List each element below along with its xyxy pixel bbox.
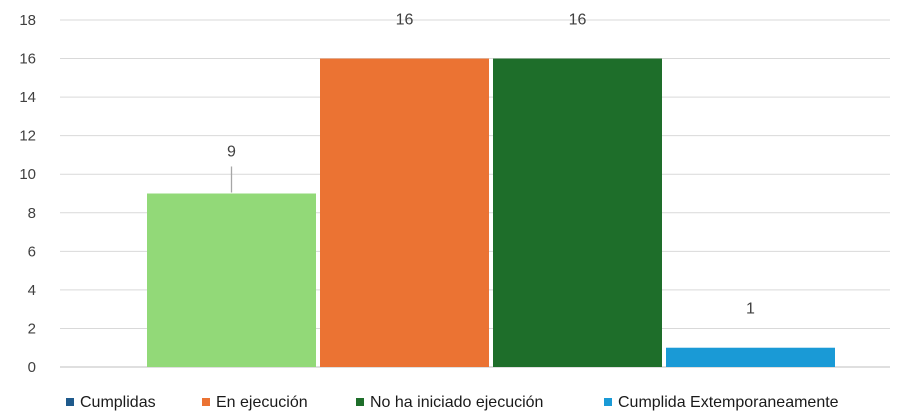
data-label: 1 bbox=[746, 301, 755, 318]
legend-label: No ha iniciado ejecución bbox=[370, 394, 543, 411]
legend-swatch bbox=[356, 398, 364, 406]
data-label: 16 bbox=[396, 12, 414, 29]
y-tick-label: 8 bbox=[28, 205, 36, 222]
data-labels: 9 16 16 1 bbox=[227, 12, 755, 318]
y-tick-label: 10 bbox=[19, 166, 36, 183]
legend-label: Cumplida Extemporaneamente bbox=[618, 394, 839, 411]
legend: Cumplidas En ejecución No ha iniciado ejec… bbox=[66, 394, 839, 411]
y-tick-label: 2 bbox=[28, 320, 36, 337]
legend-swatch bbox=[66, 398, 74, 406]
bars bbox=[147, 58, 835, 368]
data-label: 16 bbox=[569, 12, 587, 29]
legend-swatch bbox=[202, 398, 210, 406]
y-tick-label: 18 bbox=[19, 12, 36, 29]
bar bbox=[320, 58, 489, 368]
legend-swatch bbox=[604, 398, 612, 406]
bar bbox=[666, 347, 835, 367]
y-tick-label: 16 bbox=[19, 51, 36, 68]
y-tick-label: 6 bbox=[28, 243, 36, 260]
y-tick-label: 12 bbox=[19, 128, 36, 145]
bar bbox=[147, 193, 316, 367]
legend-label: Cumplidas bbox=[80, 394, 156, 411]
y-tick-label: 4 bbox=[28, 282, 36, 299]
legend-label: En ejecución bbox=[216, 394, 308, 411]
bar bbox=[493, 58, 662, 368]
y-tick-label: 0 bbox=[28, 359, 36, 376]
y-tick-label: 14 bbox=[19, 89, 36, 106]
y-axis: 0 2 4 6 8 10 12 14 16 18 bbox=[19, 12, 36, 376]
data-label: 9 bbox=[227, 144, 236, 161]
